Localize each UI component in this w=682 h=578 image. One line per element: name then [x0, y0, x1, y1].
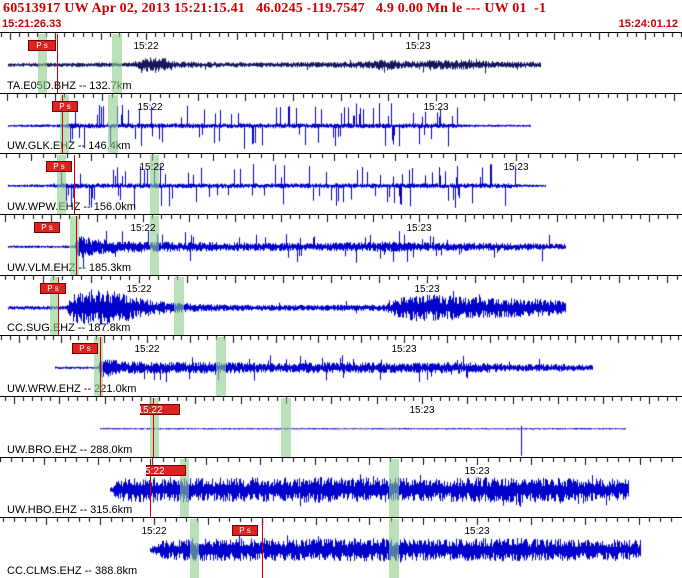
phase-pick-box[interactable]: P s	[34, 222, 60, 233]
highlight-band	[389, 458, 399, 518]
station-label: UW.VLM.EHZ -- 185.3km	[7, 261, 132, 274]
highlight-band	[60, 94, 69, 154]
waveform-canvas[interactable]	[0, 275, 682, 336]
station-label: UW.HBO.EHZ -- 315.6km	[7, 504, 133, 517]
station-label: UW.BRO.EHZ -- 288.0km	[7, 443, 133, 456]
waveform-canvas[interactable]	[0, 518, 682, 578]
trace-row: UW.WRW.EHZ -- 221.0km P s 15:22 15:23	[0, 335, 682, 397]
time-tick-label: 15:23	[464, 465, 490, 477]
time-tick-label: 15:22	[137, 405, 163, 416]
highlight-band	[180, 458, 189, 518]
phase-pick-line[interactable]	[262, 519, 263, 578]
time-tick-label: 15:23	[464, 526, 490, 538]
highlight-band	[94, 337, 103, 396]
phase-pick-line[interactable]	[100, 337, 101, 396]
phase-pick-box[interactable]: P s	[72, 343, 98, 355]
highlight-band	[57, 155, 66, 214]
waveform-canvas[interactable]	[0, 457, 682, 518]
time-tick-label: 15:23	[409, 405, 435, 416]
time-tick-label: 15:22	[139, 465, 165, 477]
station-label: UW.WPW.EHZ -- 156.0km	[7, 200, 136, 213]
phase-pick-line[interactable]	[76, 216, 77, 275]
window-start-time: 15:21:26.33	[2, 18, 62, 30]
trace-row: UW.BRO.EHZ -- 288.0km 15:22 15:23	[0, 396, 682, 457]
phase-pick-line[interactable]	[153, 398, 154, 457]
phase-pick-box[interactable]: P s	[46, 161, 72, 173]
phase-pick-box[interactable]: P s	[28, 40, 56, 51]
phase-pick-line[interactable]	[62, 94, 63, 154]
trace-row: UW.HBO.EHZ -- 315.6km 15:22 15:23	[0, 456, 682, 518]
highlight-band	[190, 519, 199, 578]
highlight-band	[150, 155, 159, 214]
highlight-band	[50, 276, 59, 336]
station-label: CC.SUG.EHZ -- 187.8km	[7, 322, 131, 335]
trace-row: CC.SUG.EHZ -- 187.8km P s 15:22 15:23	[0, 274, 682, 336]
phase-pick-line[interactable]	[74, 155, 75, 214]
station-label: CC.CLMS.EHZ -- 388.8km	[7, 564, 138, 577]
trace-row: TA.E05D.BHZ -- 132.7km P s 15:22 15:23	[0, 32, 682, 93]
time-tick-label: 15:22	[139, 162, 165, 174]
time-tick-label: 15:22	[130, 223, 156, 234]
phase-pick-line[interactable]	[58, 276, 59, 336]
phase-pick-box[interactable]: P s	[52, 100, 78, 112]
waveform-canvas[interactable]	[0, 215, 682, 275]
highlight-band	[108, 94, 118, 154]
trace-row: UW.WPW.EHZ -- 156.0km P s 15:22 15:23	[0, 153, 682, 215]
time-tick-label: 15:22	[133, 41, 159, 52]
time-tick-label: 15:23	[414, 283, 440, 295]
time-tick-label: 15:23	[406, 223, 432, 234]
waveform-canvas[interactable]	[0, 397, 682, 457]
time-tick-label: 15:22	[126, 283, 152, 295]
phase-pick-box[interactable]: P s	[40, 282, 66, 294]
time-tick-label: 15:23	[405, 41, 431, 52]
highlight-band	[150, 398, 159, 457]
waveform-canvas[interactable]	[0, 154, 682, 215]
phase-pick-box[interactable]	[140, 404, 180, 415]
highlight-band	[281, 398, 291, 457]
time-tick-label: 15:23	[423, 101, 449, 113]
time-tick-label: 15:22	[134, 344, 160, 356]
highlight-band	[216, 337, 226, 396]
time-tick-label: 15:22	[137, 101, 163, 113]
phase-pick-line[interactable]	[57, 34, 58, 93]
trace-row: CC.CLMS.EHZ -- 388.8km P s 15:22 15:23	[0, 517, 682, 578]
highlight-band	[389, 519, 399, 578]
phase-pick-box[interactable]: P s	[232, 525, 258, 537]
event-summary-header: 60513917 UW Apr 02, 2013 15:21:15.41 46.…	[3, 1, 547, 16]
highlight-band	[38, 34, 47, 93]
waveform-canvas[interactable]	[0, 336, 682, 397]
highlight-band	[112, 34, 122, 93]
phase-pick-line[interactable]	[150, 458, 151, 518]
time-tick-label: 15:22	[141, 526, 167, 538]
highlight-band	[174, 276, 184, 336]
time-tick-label: 15:23	[391, 344, 417, 356]
station-label: UW.WRW.EHZ -- 221.0km	[7, 382, 137, 395]
window-end-time: 15:24:01.12	[618, 18, 678, 30]
time-tick-label: 15:23	[503, 162, 529, 174]
highlight-band	[150, 216, 159, 275]
trace-row: UW.VLM.EHZ -- 185.3km P s 15:22 15:23	[0, 214, 682, 275]
highlight-band	[70, 216, 79, 275]
phase-pick-box[interactable]	[146, 464, 186, 476]
